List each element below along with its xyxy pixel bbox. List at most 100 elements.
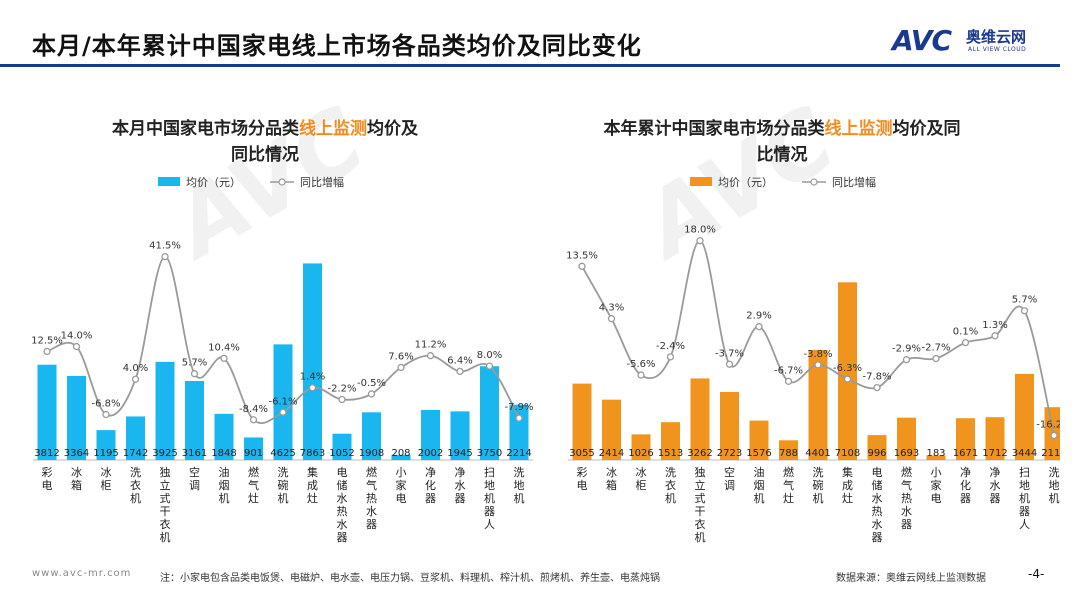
category-label: 电储水热水器 xyxy=(872,466,883,544)
bar xyxy=(661,422,680,460)
bar xyxy=(838,282,857,460)
logo-text: AVC xyxy=(892,24,952,57)
category-label: 独立式干衣机 xyxy=(160,466,171,544)
legend-line-label: 同比增幅 xyxy=(300,175,344,189)
category-label: 净化器 xyxy=(425,465,436,505)
line-marker xyxy=(902,356,911,364)
bar xyxy=(244,437,263,460)
category-label: 空调 xyxy=(189,465,200,492)
pct-label: 4.3% xyxy=(599,303,624,314)
chart-title-line2: 比情况 xyxy=(757,144,808,165)
category-label: 油烟机 xyxy=(219,465,230,505)
line-marker xyxy=(784,377,793,385)
line-marker xyxy=(961,338,970,347)
category-label: 洗碗机 xyxy=(278,466,289,505)
pct-label: 13.5% xyxy=(566,250,598,261)
value-label: 996 xyxy=(867,448,886,459)
line-marker xyxy=(72,342,81,351)
line-marker xyxy=(367,390,376,398)
value-label: 4625 xyxy=(270,448,295,459)
category-label: 小家电 xyxy=(931,466,942,505)
bar xyxy=(867,435,887,460)
pct-label: 41.5% xyxy=(149,241,181,252)
value-label: 788 xyxy=(779,448,798,459)
category-label: 空调 xyxy=(724,465,735,492)
line-marker xyxy=(397,363,405,372)
value-label: 3364 xyxy=(64,448,89,459)
pct-label: -2.9% xyxy=(892,344,921,355)
line-marker xyxy=(1050,431,1058,440)
bar xyxy=(631,434,651,460)
value-label: 1195 xyxy=(93,448,118,459)
pct-label: -0.5% xyxy=(357,378,386,389)
avc-logo: AVC 奥维云网 ALL VIEW CLOUD xyxy=(892,24,1052,58)
bar xyxy=(67,375,86,460)
bar xyxy=(602,399,621,460)
category-label: 彩电 xyxy=(577,466,588,492)
bar xyxy=(303,263,322,460)
category-label: 冰箱 xyxy=(606,466,617,492)
category-label: 洗衣机 xyxy=(665,466,676,505)
value-label: 4401 xyxy=(805,448,830,459)
value-label: 1513 xyxy=(658,448,683,459)
category-label: 油烟机 xyxy=(754,465,765,505)
category-label: 扫地机器人 xyxy=(484,466,495,531)
bar xyxy=(332,433,352,460)
line-marker xyxy=(814,361,822,369)
bar xyxy=(185,380,204,460)
bar xyxy=(391,454,411,460)
line-marker xyxy=(426,352,435,360)
bar xyxy=(480,366,499,460)
pct-label: -2.7% xyxy=(921,343,950,354)
line-marker xyxy=(220,354,228,362)
line-marker xyxy=(696,237,704,245)
pct-label: 5.7% xyxy=(1012,295,1037,306)
line-marker xyxy=(308,384,317,392)
pct-label: 18.0% xyxy=(684,225,716,236)
bar xyxy=(926,455,946,460)
pct-label: 10.4% xyxy=(208,342,240,353)
value-label: 3925 xyxy=(152,448,177,459)
line-marker xyxy=(456,367,464,376)
value-label: 183 xyxy=(926,448,945,459)
bar xyxy=(779,440,798,460)
category-label: 净水器 xyxy=(455,465,466,505)
line-marker xyxy=(666,353,675,361)
value-label: 7108 xyxy=(835,448,860,459)
bar xyxy=(749,420,769,460)
title-divider xyxy=(0,64,1060,67)
pct-label: -6.7% xyxy=(774,365,803,376)
legend-bar-swatch xyxy=(158,177,180,186)
line-marker xyxy=(755,323,763,331)
value-label: 1848 xyxy=(211,448,236,459)
category-label: 洗地机 xyxy=(1049,466,1060,505)
value-label: 3812 xyxy=(34,448,59,459)
legend-bar-label: 均价（元） xyxy=(718,176,773,189)
category-label: 净化器 xyxy=(960,465,971,505)
value-label: 3444 xyxy=(1012,448,1037,459)
value-label: 7863 xyxy=(300,448,325,459)
bar xyxy=(808,349,828,460)
bar xyxy=(509,404,529,460)
pct-label: -6.3% xyxy=(833,363,862,374)
bar xyxy=(214,413,234,460)
bar xyxy=(37,364,57,460)
pct-label: -3.7% xyxy=(715,348,744,359)
legend-bar-label: 均价（元） xyxy=(186,176,241,189)
pct-label: -5.6% xyxy=(626,359,655,370)
pct-label: -2.4% xyxy=(656,341,685,352)
yoy-growth-line xyxy=(581,239,1055,436)
value-label: 901 xyxy=(244,448,263,459)
line-marker xyxy=(1020,307,1029,315)
bar xyxy=(985,417,1005,460)
line-marker xyxy=(43,347,51,356)
line-marker xyxy=(131,375,140,383)
logo-cn-text: 奥维云网 xyxy=(966,28,1027,46)
pct-label: -6.8% xyxy=(91,399,120,410)
legend-bar-swatch xyxy=(690,177,712,186)
category-label: 冰柜 xyxy=(636,466,647,492)
pct-label: -3.8% xyxy=(803,349,832,360)
pct-label: 1.3% xyxy=(982,320,1007,331)
line-marker xyxy=(873,383,881,392)
